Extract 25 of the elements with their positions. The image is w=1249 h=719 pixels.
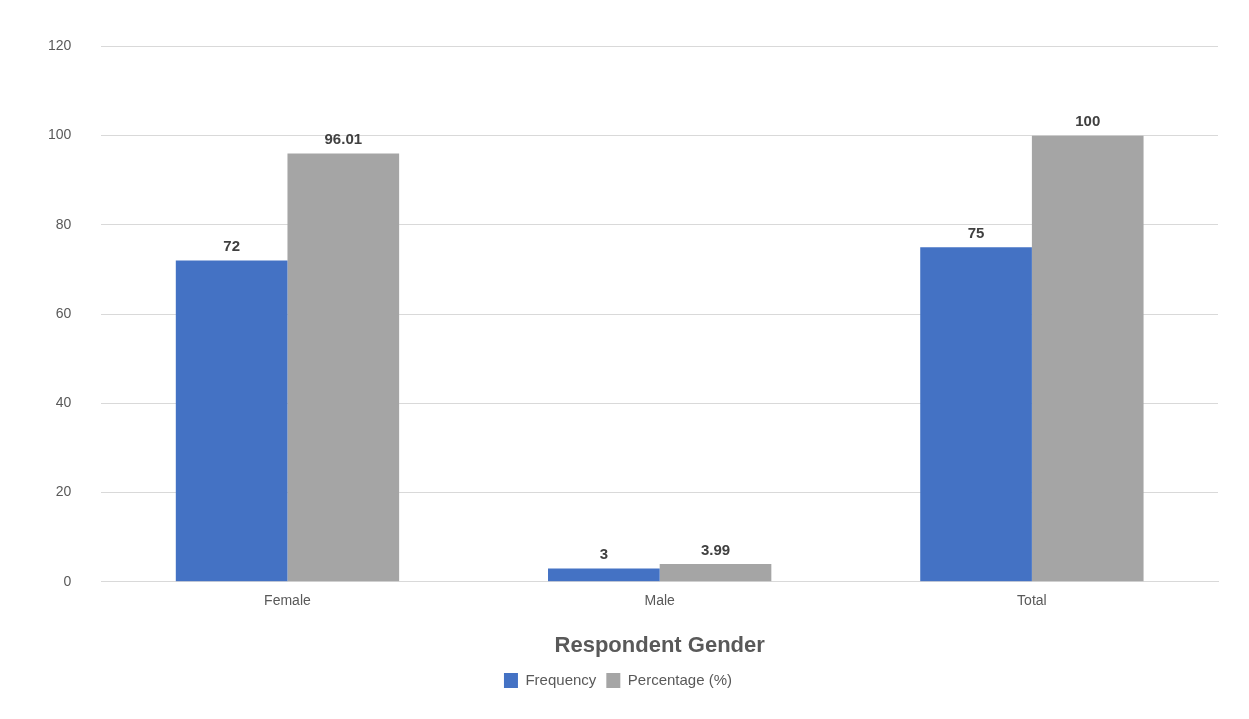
bar <box>548 568 660 582</box>
y-tick-label: 120 <box>48 37 72 54</box>
bar <box>1031 135 1144 582</box>
bar <box>920 247 1032 582</box>
y-tick-label: 20 <box>55 483 72 500</box>
data-label: 96.01 <box>324 130 363 148</box>
bar <box>659 564 772 582</box>
data-label: 75 <box>967 223 985 241</box>
x-axis-title: Respondent Gender <box>554 631 766 657</box>
y-tick-label: 80 <box>55 215 72 232</box>
legend-label: Frequency <box>525 670 597 688</box>
x-tick-label: Female <box>264 592 312 609</box>
y-tick-label: 40 <box>55 394 72 411</box>
y-tick-label: 100 <box>48 126 72 143</box>
y-tick-label: 60 <box>55 304 72 321</box>
legend-label: Percentage (%) <box>627 670 733 688</box>
data-label: 100 <box>1075 112 1101 130</box>
data-label: 3 <box>599 545 609 563</box>
y-tick-label: 0 <box>63 572 72 589</box>
bar <box>175 260 288 582</box>
bar <box>287 153 400 582</box>
data-label: 72 <box>223 237 240 255</box>
x-tick-label: Male <box>644 592 676 609</box>
data-label: 3.99 <box>700 540 731 558</box>
x-tick-label: Total <box>1017 592 1047 609</box>
